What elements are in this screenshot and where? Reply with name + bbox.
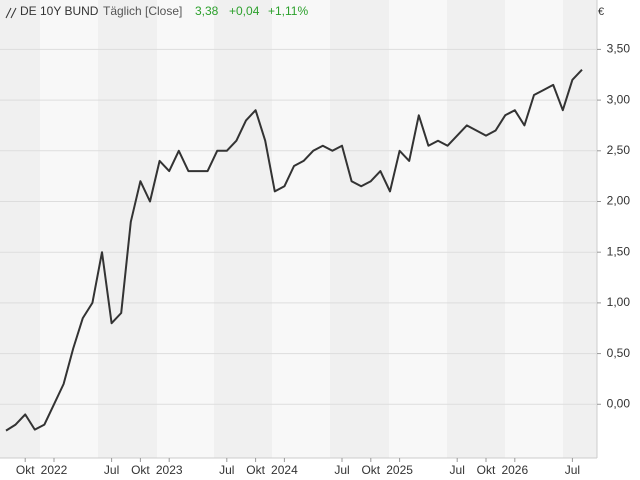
change-pct: +1,11% (268, 4, 308, 18)
y-tick-label: 1,00 (607, 295, 631, 309)
x-tick-label: 2026 (501, 463, 528, 477)
y-tick-label: 2,50 (607, 143, 631, 157)
chart-icon (5, 7, 17, 19)
y-tick-label: 3,50 (607, 42, 631, 56)
y-tick-label: 3,00 (607, 92, 631, 106)
y-tick-label: 1,50 (607, 244, 631, 258)
x-tick-label: Jul (450, 463, 465, 477)
x-tick-label: Jul (104, 463, 119, 477)
last-value: 3,38 (195, 4, 219, 18)
chart-title: DE 10Y BUND (20, 4, 99, 18)
x-tick-label: Okt (246, 463, 265, 477)
x-tick-label: 2025 (386, 463, 413, 477)
x-tick-label: Okt (16, 463, 35, 477)
y-tick-label: 0,50 (607, 346, 631, 360)
y-tick-label: 0,00 (607, 396, 631, 410)
x-tick-label: Okt (131, 463, 150, 477)
background-bands (0, 0, 597, 458)
chart-subtitle: Täglich [Close] (103, 4, 182, 18)
x-tick-label: Okt (477, 463, 496, 477)
change: +0,04 (229, 4, 260, 18)
x-tick-label: 2022 (41, 463, 68, 477)
x-tick-label: Jul (219, 463, 234, 477)
x-tick-label: Okt (361, 463, 380, 477)
x-tick-label: 2023 (156, 463, 183, 477)
x-tick-label: Jul (334, 463, 349, 477)
x-tick-label: Jul (565, 463, 580, 477)
y-tick-label: 2,00 (607, 194, 631, 208)
price-line (5, 69, 583, 432)
y-unit: € (598, 6, 604, 18)
x-tick-label: 2024 (271, 463, 298, 477)
